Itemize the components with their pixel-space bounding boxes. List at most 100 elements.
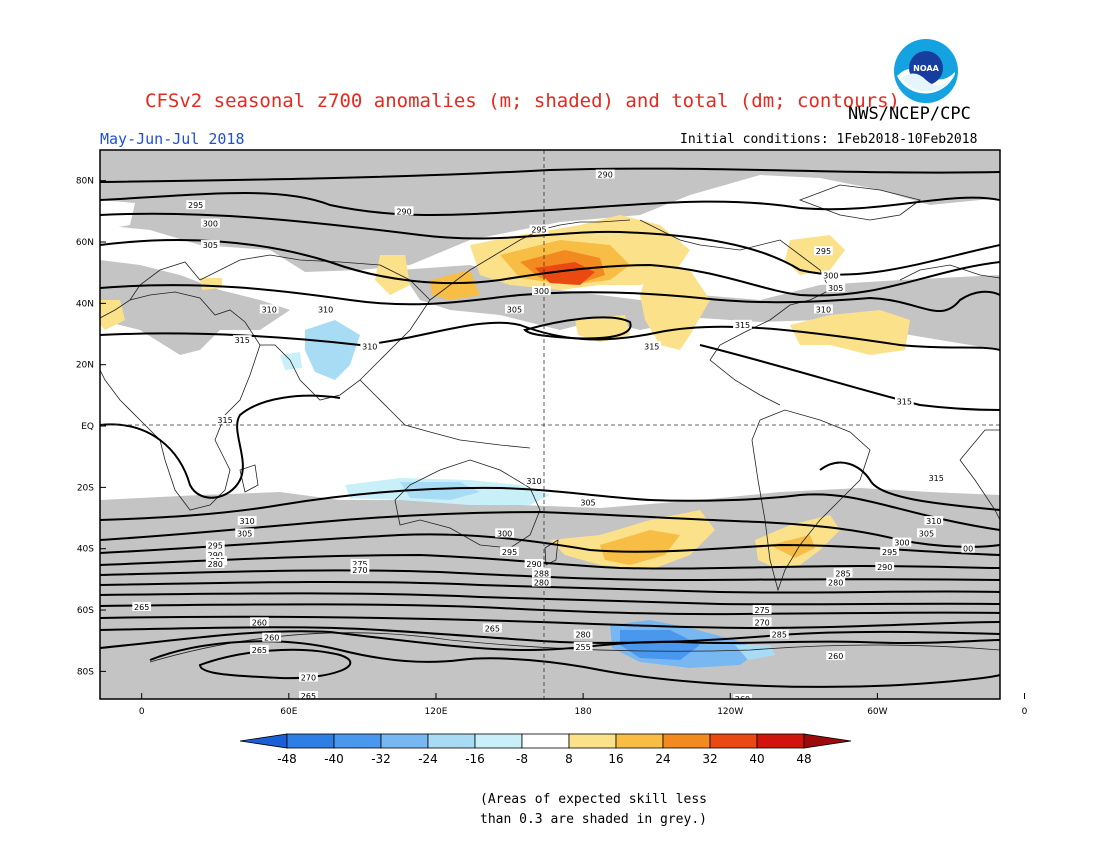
contour-label-bg [733,694,752,699]
contour-label-bg [495,528,515,538]
contour-label: 305 [828,284,843,293]
map-frame [99,149,1001,700]
contour-label: 265 [134,603,149,612]
contour-label-bg [500,546,519,556]
contour-label-bg [826,577,846,587]
colorbar-label: 16 [608,752,623,766]
contour-label-bg [259,304,279,314]
contour-label: 295 [531,226,546,235]
contour-label-bg [360,341,380,351]
lat-tick-label: 60S [77,606,94,616]
contour-label: 305 [919,529,934,538]
contour-label-bg [532,568,551,578]
contour-label-bg [350,559,370,569]
colorbar-label: -24 [418,752,438,766]
contour-label: 00 [963,545,973,554]
contour-label: 300 [894,539,909,548]
contour-label-bg [200,218,220,228]
contour-label: 275 [754,606,769,615]
colorbar-arrow-right [803,733,852,749]
contour-label: 305 [580,499,595,508]
colorbar-swatch [380,733,429,749]
footnote-line-2: than 0.3 are shaded in grey.) [480,812,707,827]
contour-label: 260 [828,652,843,661]
contour-label: 285 [835,569,850,578]
contour-label-bg [532,286,551,296]
colorbar-label: -48 [277,752,297,766]
lat-tick-label: 80N [76,177,94,187]
contour-label-bg [733,319,752,329]
contour-label-bg [505,304,524,314]
colorbar: -48 -40 -32 -24 -16 -8 8 16 24 32 40 48 [240,733,852,766]
colorbar-swatch [286,733,335,749]
contour-label-bg [350,565,370,575]
initial-conditions-label: Initial conditions: 1Feb2018-10Feb2018 [680,132,978,147]
contour-label: 270 [754,618,769,627]
contour-label: 290 [598,171,613,180]
contour-label-bg [880,546,900,556]
colorbar-swatch [333,733,382,749]
contour-label: 315 [929,474,944,483]
contour-label-bg [917,528,936,538]
contour-label-bg [573,629,593,639]
contour-label-bg [237,516,257,526]
colorbar-swatch [662,733,711,749]
contour-label: 315 [644,342,659,351]
colorbar-label: -8 [516,752,528,766]
contour-label-bg [532,577,551,587]
contour-label: 295 [816,247,831,256]
contour-label: 265 [252,646,267,655]
contour-label-bg [573,641,593,651]
longitude-axis: 0 60E 120E 180 120W 60W 0 [139,693,1028,717]
contour-label: 310 [926,517,941,526]
contour-label: 285 [772,631,787,640]
agency-label: NWS/NCEP/CPC [848,104,971,124]
contour-label: 295 [208,542,223,551]
contour-label-bg [186,200,206,210]
lon-tick-label: 120W [717,707,743,717]
contour-label-bg [200,240,220,250]
contour-label: 315 [217,416,232,425]
colorbar-swatch [615,733,664,749]
contour-label-bg [894,396,914,406]
contour-label-bg [814,246,833,256]
contour-label-bg [769,629,789,639]
colorbar-swatch [427,733,476,749]
contour-label-bg [235,528,255,538]
contour-label-bg [529,224,549,234]
contour-label: 315 [235,336,250,345]
contour-label-bg [821,270,841,280]
contour-label-bg [642,341,662,351]
lon-tick-label: 120E [425,707,448,717]
contour-label: 275 [352,560,367,569]
colorbar-label: 32 [702,752,717,766]
contour-label-bg [132,601,152,611]
colorbar-label: -40 [324,752,344,766]
contour-label: 300 [534,287,549,296]
contour-label-bg [892,537,912,547]
contour-label-bg [578,497,598,507]
contour-label: 280 [575,631,590,640]
contour-label-bg [814,304,833,314]
contour-label-bg [826,651,846,661]
contour-label: 310 [239,517,254,526]
contour-label: 305 [203,241,218,250]
contour-label-bg [299,672,318,682]
lat-tick-label: 60N [76,238,94,248]
noaa-logo-icon: NOAA [894,39,958,103]
contour-label-bg [299,690,318,699]
lat-tick-label: 20S [77,483,94,493]
contour-label: 310 [526,477,541,486]
colorbar-labels: -48 -40 -32 -24 -16 -8 8 16 24 32 40 48 [277,752,811,766]
contour-label: 305 [507,305,522,314]
lon-tick-label: 60E [280,707,297,717]
lon-tick-label: 60W [867,707,887,717]
colorbar-swatch [474,733,523,749]
colorbar-label: -32 [371,752,391,766]
contour-label: 295 [502,548,517,557]
lat-tick-label: 20N [76,361,94,371]
contour-label: 310 [262,305,277,314]
lat-tick-label: EQ [81,422,94,432]
latitude-axis: 80N 60N 40N 20N EQ 20S 40S 60S 80S [76,177,106,677]
